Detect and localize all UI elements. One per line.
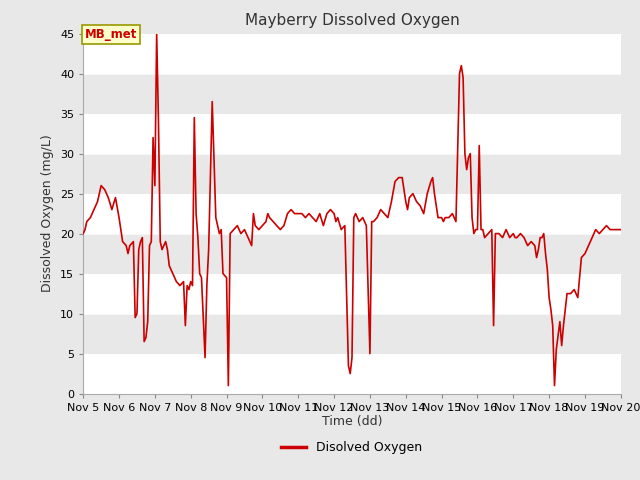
Bar [83,193,621,234]
Legend: Disolved Oxygen: Disolved Oxygen [276,436,428,459]
Bar [83,313,621,354]
Bar [83,234,621,274]
Title: Mayberry Dissolved Oxygen: Mayberry Dissolved Oxygen [244,13,460,28]
Bar [83,73,621,114]
Bar [83,274,621,313]
Text: MB_met: MB_met [85,27,138,41]
Bar [83,354,621,394]
Y-axis label: Dissolved Oxygen (mg/L): Dissolved Oxygen (mg/L) [42,135,54,292]
Bar [83,154,621,193]
Bar [83,34,621,73]
Bar [83,114,621,154]
X-axis label: Time (dd): Time (dd) [322,415,382,429]
